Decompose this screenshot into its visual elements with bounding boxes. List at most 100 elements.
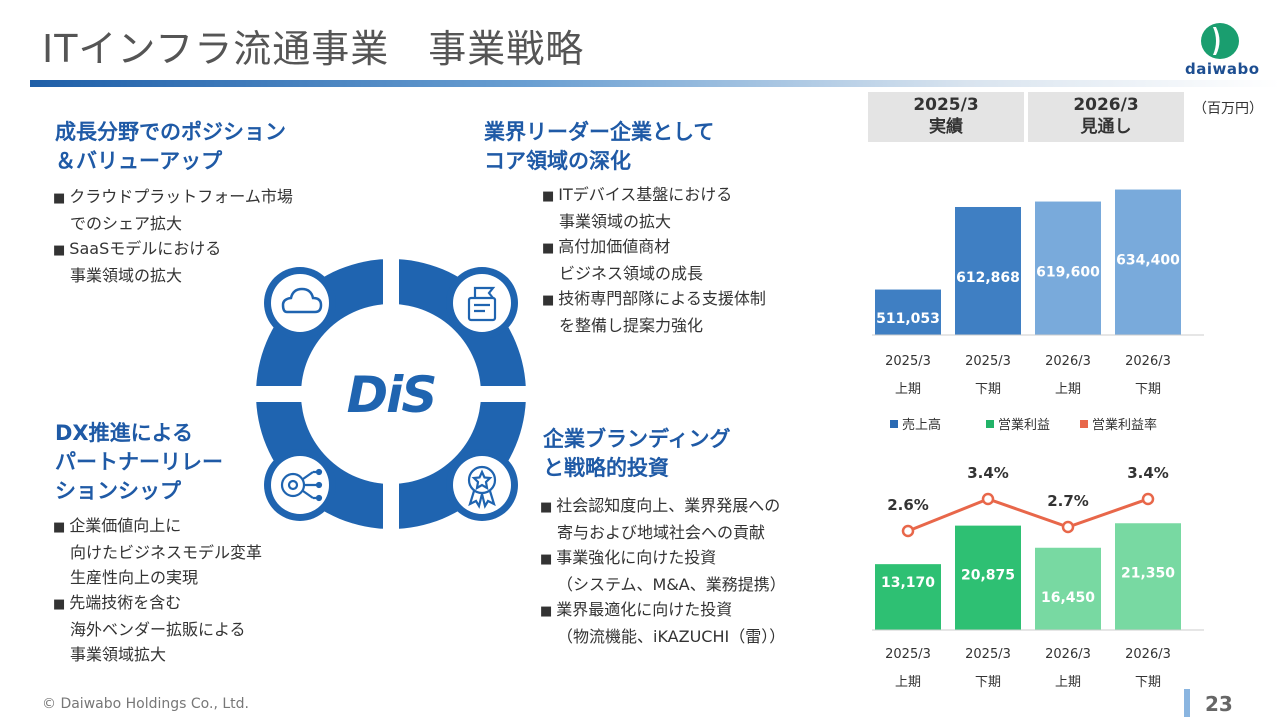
bullet-text: 寄与および地域社会への貢献: [557, 523, 766, 542]
profit-value-label: 16,450: [1041, 590, 1095, 606]
bullets-leader: ■ ITデバイス基盤における 事業領域の拡大 ■ 高付加価値商材 ビジネス領域の成長…: [542, 182, 766, 338]
bullets-dx: ■ 企業価値向上に 向けたビジネスモデル変革 生産性向上の実現 ■ 先端技術を含む …: [53, 513, 262, 667]
margin-value-label: 3.4%: [967, 464, 1009, 482]
sales-bar: [1115, 189, 1181, 335]
legend-label: 営業利益率: [1092, 417, 1157, 433]
profit-tick-label-half: 下期: [1135, 675, 1161, 690]
section-growth: 成長分野でのポジション ＆バリューアップ: [55, 118, 286, 176]
bullet-square-icon: ■: [53, 597, 66, 612]
sales-tick-label-half: 下期: [1135, 382, 1161, 397]
daiwabo-logo-icon: [1201, 23, 1239, 59]
sales-bar: [955, 206, 1021, 335]
section-title: DX推進による パートナーリレー ションシップ: [55, 419, 223, 506]
bullet-text: 企業価値向上に: [69, 516, 182, 535]
bullet-text: 事業領域の拡大: [559, 212, 672, 231]
profit-value-label: 13,170: [881, 575, 935, 591]
bullet-square-icon: ■: [542, 241, 555, 256]
bullet-text: 事業領域の拡大: [70, 266, 183, 285]
margin-point: [1141, 492, 1155, 506]
daiwabo-logo-text: daiwabo: [1185, 60, 1260, 78]
profit-value-label: 20,875: [961, 568, 1015, 584]
section-branding: 企業ブランディング と戦略的投資: [543, 425, 731, 483]
bullet-square-icon: ■: [540, 604, 553, 619]
sales-bar: [875, 289, 941, 335]
bullet-text: 海外ベンダー拡販による: [70, 620, 246, 639]
title-line: パートナーリレー: [55, 450, 223, 474]
bullet-text: 先端技術を含む: [69, 593, 182, 612]
sales-tick-label-half: 上期: [895, 382, 921, 397]
section-dx: DX推進による パートナーリレー ションシップ: [55, 419, 223, 506]
sales-value-label: 619,600: [1036, 265, 1100, 281]
profit-tick-label-year: 2026/3: [1045, 647, 1091, 662]
sales-tick-label-year: 2026/3: [1045, 354, 1091, 369]
bullet-text: （システム、M&A、業務提携）: [557, 575, 786, 594]
header-year: 2026/3: [1073, 95, 1139, 115]
bullet-text: 事業領域拡大: [70, 645, 167, 664]
bullet-text: （物流機能、iKAZUCHI（雷））: [557, 627, 786, 646]
header-actual: 2025/3 実績: [868, 92, 1024, 142]
title-line: ションシップ: [55, 479, 181, 503]
bullet-item: ■ SaaSモデルにおける: [53, 236, 293, 263]
section-title: 成長分野でのポジション ＆バリューアップ: [55, 118, 286, 176]
bullet-text: 業界最適化に向けた投資: [556, 600, 733, 619]
bullet-square-icon: ■: [53, 191, 66, 206]
bullet-text: 向けたビジネスモデル変革: [70, 543, 263, 562]
product-box-icon: [467, 286, 497, 322]
page-title: ITインフラ流通事業 事業戦略: [42, 27, 585, 71]
legend-swatch: [986, 420, 994, 428]
sales-value-label: 612,868: [956, 270, 1020, 286]
header-label: 実績: [929, 117, 963, 137]
sales-bar: [1035, 201, 1101, 335]
margin-point: [901, 524, 915, 538]
bullet-text: を整備し提案力強化: [559, 316, 704, 335]
unit-label: （百万円）: [1193, 101, 1263, 117]
profit-bar: [955, 525, 1021, 630]
financial-charts: 511,053 612,868 619,600 634,400 2025/3 上期 2025…: [872, 189, 1204, 690]
profit-tick-label-half: 下期: [975, 675, 1001, 690]
legend-swatch: [890, 420, 898, 428]
sales-tick-label-year: 2026/3: [1125, 354, 1171, 369]
bullet-square-icon: ■: [53, 520, 66, 535]
legend-swatch: [1080, 420, 1088, 428]
title-line: 業界リーダー企業として: [484, 120, 715, 144]
bullet-text: 社会認知度向上、業界発展への: [556, 496, 781, 515]
title-underline: [30, 80, 1280, 87]
profit-bar: [1035, 547, 1101, 630]
bullet-text: 生産性向上の実現: [70, 568, 199, 587]
page-number-bar: [1184, 689, 1190, 717]
bullet-item: ■ クラウドプラットフォーム市場: [53, 184, 293, 211]
bullet-text: クラウドプラットフォーム市場: [69, 187, 293, 206]
title-line: 成長分野でのポジション: [55, 120, 286, 144]
bullet-text: ITデバイス基盤における: [558, 185, 733, 204]
section-leader: 業界リーダー企業として コア領域の深化: [484, 118, 714, 176]
ai-gear-icon: [280, 468, 323, 502]
bullets-growth: ■ クラウドプラットフォーム市場 でのシェア拡大 ■ SaaSモデルにおける 事業領…: [53, 184, 293, 288]
dis-logo-text: DiS: [347, 366, 436, 424]
bullet-item: ■ 業界最適化に向けた投資: [540, 597, 786, 624]
bullet-square-icon: ■: [540, 552, 553, 567]
bullet-square-icon: ■: [540, 500, 553, 515]
header-label: 見通し: [1080, 117, 1132, 137]
title-line: ＆バリューアップ: [55, 149, 223, 173]
bullet-text: SaaSモデルにおける: [69, 239, 222, 258]
sales-tick-label-half: 上期: [1055, 382, 1081, 397]
profit-tick-label-year: 2025/3: [885, 647, 931, 662]
sales-value-label: 511,053: [876, 311, 940, 327]
bullet-square-icon: ■: [542, 189, 555, 204]
legend-label: 売上高: [902, 417, 941, 433]
bullet-item: ■ 企業価値向上に: [53, 513, 262, 540]
bullet-text: 技術専門部隊による支援体制: [558, 289, 766, 308]
bullet-item: ■ 高付加価値商材: [542, 234, 766, 261]
bullet-text: 事業強化に向けた投資: [556, 548, 717, 567]
title-line: と戦略的投資: [543, 456, 669, 480]
title-line: コア領域の深化: [484, 149, 631, 173]
cloud-icon: [281, 287, 323, 314]
header-year: 2025/3: [913, 95, 979, 115]
section-title: 企業ブランディング と戦略的投資: [543, 425, 731, 483]
margin-value-label: 2.7%: [1047, 492, 1089, 510]
title-line: DX推進による: [55, 421, 193, 445]
bullet-item: ■ 事業強化に向けた投資: [540, 545, 786, 572]
profit-tick-label-year: 2025/3: [965, 647, 1011, 662]
profit-bar: [875, 564, 941, 630]
bullet-item: ■ 技術専門部隊による支援体制: [542, 286, 766, 313]
